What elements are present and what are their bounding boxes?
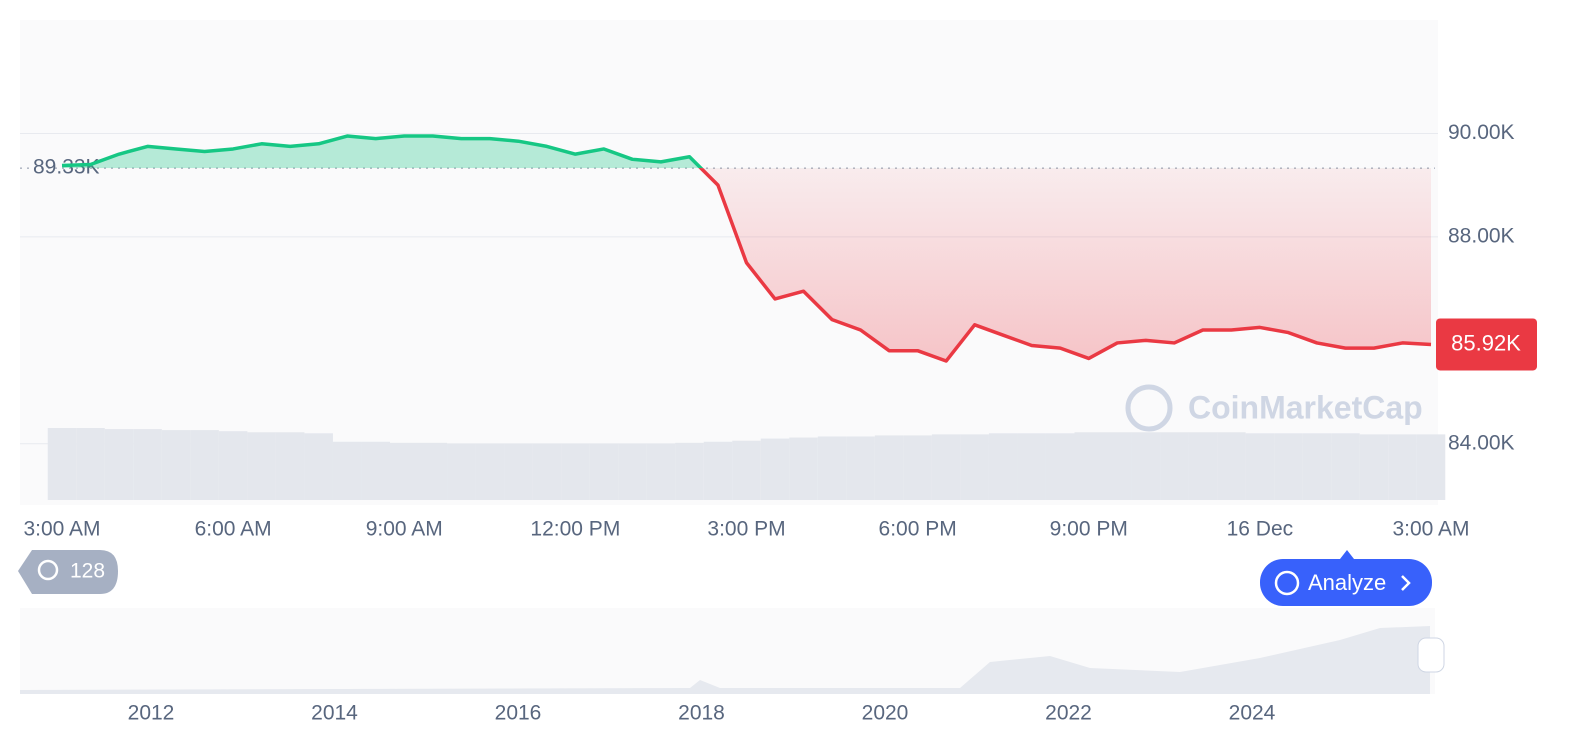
volume-bar: [646, 443, 676, 500]
navigator-label: 2016: [495, 702, 542, 725]
volume-bar: [361, 441, 390, 500]
volume-bar: [104, 429, 134, 500]
last-price-tag: [1436, 318, 1537, 371]
history-count: 128: [70, 560, 105, 583]
volume-bar: [1188, 432, 1218, 500]
x-tick-label: 3:00 AM: [23, 518, 100, 541]
watermark: CoinMarketCap: [1125, 384, 1423, 432]
volume-bar: [675, 442, 704, 500]
volume-bar: [161, 430, 191, 500]
volume-bar: [1045, 433, 1075, 500]
volume-bar: [418, 442, 448, 500]
baseline-label: 89.33K: [33, 156, 100, 179]
volume-bar: [190, 430, 219, 500]
analyze-label: Analyze: [1308, 570, 1386, 595]
volume-bar: [618, 443, 647, 500]
volume-bar: [1017, 433, 1046, 500]
volume-bar: [589, 443, 619, 500]
area-up: [62, 136, 1431, 169]
volume-bar: [960, 434, 989, 500]
volume-bar: [304, 433, 333, 500]
volume-bar: [133, 429, 162, 500]
volume-bar: [218, 431, 248, 500]
volume-bar: [1217, 432, 1246, 500]
volume-bar: [532, 443, 562, 500]
volume-bar: [561, 443, 590, 500]
x-tick-label: 9:00 PM: [1050, 518, 1128, 541]
volume-bar: [1103, 432, 1132, 500]
navigator-label: 2018: [678, 702, 725, 725]
x-tick-label: 12:00 PM: [530, 518, 620, 541]
x-tick-label: 9:00 AM: [366, 518, 443, 541]
volume-bar: [760, 438, 790, 500]
volume-bar: [703, 441, 733, 500]
volume-bar: [1416, 434, 1446, 500]
x-tick-label: 3:00 AM: [1392, 518, 1469, 541]
volume-bar: [1160, 432, 1189, 500]
volume-bar: [247, 432, 276, 500]
navigator-label: 2020: [862, 702, 909, 725]
volume-bar: [1274, 433, 1303, 500]
price-line-down: [698, 168, 1432, 363]
x-tick-label: 16 Dec: [1227, 518, 1294, 541]
x-tick-label: 3:00 PM: [707, 518, 785, 541]
volume-bar: [1302, 433, 1332, 500]
x-tick-label: 6:00 AM: [195, 518, 272, 541]
volume-bar: [846, 436, 875, 500]
x-tick-label: 6:00 PM: [879, 518, 957, 541]
volume-bar: [903, 435, 932, 500]
volume-bar: [1331, 433, 1360, 500]
navigator-label: 2022: [1045, 702, 1092, 725]
watermark-text: CoinMarketCap: [1188, 389, 1423, 425]
volume-bar: [475, 443, 505, 500]
area-down: [700, 168, 1431, 362]
analyze-button[interactable]: Analyze: [1260, 550, 1432, 606]
history-badge[interactable]: 128: [18, 550, 118, 594]
navigator-label: 2012: [128, 702, 175, 725]
navigator-label: 2024: [1229, 702, 1276, 725]
volume-bar: [389, 442, 419, 500]
volume-bar: [931, 434, 961, 500]
volume-bar: [874, 435, 904, 500]
volume-bar: [447, 443, 476, 500]
y-tick-label: 90.00K: [1448, 121, 1515, 144]
last-price-label: 85.92K: [1451, 330, 1521, 355]
volume-bar: [332, 441, 362, 500]
navigator-label: 2014: [311, 702, 358, 725]
volume-bar: [76, 428, 105, 500]
volume-bar: [789, 437, 818, 500]
volume-bar: [275, 432, 305, 500]
volume-bar: [1131, 432, 1161, 500]
volume-bar: [1359, 434, 1389, 500]
volume-bar: [732, 440, 761, 500]
y-tick-label: 84.00K: [1448, 431, 1515, 454]
volume-bar: [47, 428, 77, 500]
y-tick-label: 88.00K: [1448, 224, 1515, 247]
volume-bar: [988, 433, 1018, 500]
volume-bar: [817, 436, 847, 500]
price-line-up: [61, 134, 704, 169]
navigator-area: [20, 626, 1430, 694]
volume-bar: [1074, 432, 1104, 500]
volume-bar: [1388, 434, 1417, 500]
volume-bar: [504, 443, 533, 500]
volume-bar: [1245, 433, 1275, 500]
navigator-handle[interactable]: [1417, 637, 1445, 673]
